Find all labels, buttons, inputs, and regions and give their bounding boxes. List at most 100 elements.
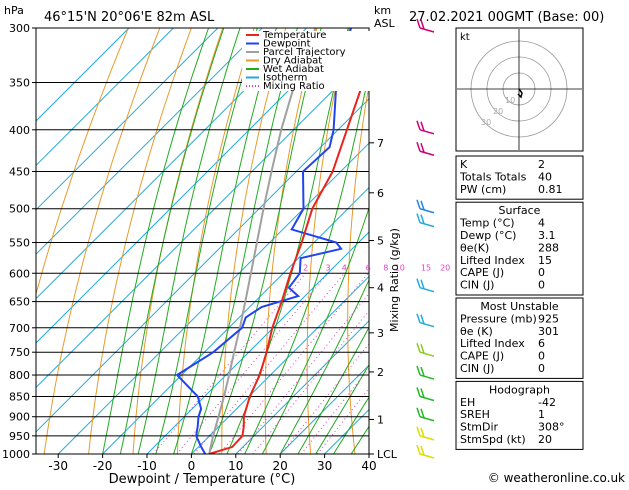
stats-label: Lifted Index — [460, 337, 525, 350]
legend-bg — [242, 56, 370, 66]
legend-bg — [242, 82, 370, 91]
dry-adiabat-line — [88, 28, 192, 454]
temperature-axis: -30 -20 -10 0 10 20 30 40 — [48, 454, 377, 473]
stats-label: θe (K) — [460, 325, 493, 338]
stats-label: CAPE (J) — [460, 266, 504, 279]
stats-label: CIN (J) — [460, 279, 494, 292]
wind-barb — [416, 18, 435, 33]
mixing-ratio-line — [176, 272, 329, 454]
wind-barb-flag — [416, 426, 421, 437]
wind-barb — [416, 278, 435, 293]
temperature-tick-label: -20 — [93, 459, 113, 473]
mixing-ratio-line — [237, 292, 369, 454]
wind-barb — [416, 387, 435, 402]
wind-barb-shaft — [419, 129, 435, 135]
stats-value: 40 — [538, 170, 552, 183]
height-tick-label: 5 — [377, 235, 384, 248]
wind-barb-shaft — [419, 395, 435, 402]
pressure-tick-label: 400 — [9, 124, 30, 137]
stats-value: 3.1 — [538, 229, 556, 242]
height-tick-label: LCL — [377, 448, 398, 461]
wind-barb-flag — [420, 121, 425, 132]
wind-barb — [416, 199, 435, 214]
hpa-unit-label: hPa — [4, 4, 24, 17]
mixing-ratio-label: 6 — [366, 263, 371, 272]
wind-barb — [416, 120, 435, 135]
legend-label: Mixing Ratio — [263, 81, 325, 92]
temperature-tick-label: -10 — [137, 459, 157, 473]
stats-label: CIN (J) — [460, 362, 494, 375]
stats-value: -42 — [538, 396, 556, 409]
temperature-tick-label: 0 — [188, 459, 196, 473]
sounding-datetime: 27.02.2021 00GMT (Base: 00) — [409, 10, 604, 25]
stats-value: 288 — [538, 241, 559, 254]
wind-barb-shaft — [419, 286, 435, 293]
wind-barb-flag — [416, 342, 421, 353]
asl-unit-label: ASL — [374, 17, 396, 30]
stats-box-title: Surface — [499, 204, 541, 217]
dry-adiabat-line — [425, 28, 444, 454]
wind-barb-shaft — [419, 321, 435, 328]
stats-label: SREH — [460, 408, 490, 421]
stats-label: Dewp (°C) — [460, 229, 516, 242]
wind-barb-flag — [420, 366, 425, 377]
wind-barb-flag — [420, 408, 425, 418]
mixing-ratio-line — [219, 272, 369, 454]
legend-label: Wet Adiabat — [263, 64, 324, 75]
pressure-tick-label: 550 — [9, 236, 30, 249]
wind-barb-flag — [420, 343, 425, 354]
stats-value: 925 — [538, 312, 559, 325]
stats-value: 1 — [538, 408, 545, 421]
stats-box-title: Hodograph — [489, 383, 550, 396]
pressure-tick-label: 1000 — [2, 448, 30, 461]
mixing-ratio-axis-title: Mixing Ratio (g/kg) — [388, 228, 401, 332]
dry-adiabat-line — [36, 28, 129, 296]
pressure-tick-label: 350 — [9, 77, 30, 90]
stats-value: 0 — [538, 362, 545, 375]
pressure-tick-label: 450 — [9, 165, 30, 178]
mixing-ratio-line — [280, 343, 369, 454]
pressure-axis: 300 350 400 450 500 550 600 650 700 750 800 850 900 9… — [2, 22, 36, 461]
stats-label: θe(K) — [460, 241, 489, 254]
wind-barb-flag — [416, 407, 421, 417]
mixing-ratio-label: 4 — [342, 263, 347, 272]
stats-label: PW (cm) — [460, 183, 506, 196]
isotherm-line — [36, 28, 174, 167]
wind-barb-flag — [416, 18, 421, 29]
dry-adiabat-line — [43, 28, 161, 454]
temperature-series — [208, 64, 369, 454]
pressure-tick-label: 800 — [9, 369, 30, 382]
temperature-tick-label: 10 — [228, 459, 243, 473]
wind-barb-flag — [416, 365, 421, 376]
mixing-ratio-label: 15 — [421, 263, 431, 272]
temperature-tick-label: 30 — [317, 459, 332, 473]
wind-barb-shaft — [419, 374, 435, 380]
wet-adiabat-line — [315, 363, 369, 454]
hodograph-trace — [517, 88, 523, 99]
wind-barb-flag — [416, 444, 421, 455]
legend-bg — [242, 39, 370, 49]
wind-barb-flag — [420, 388, 425, 398]
mixing-ratio-labels: 2346810152025 — [303, 263, 465, 272]
stats-label: Totals Totals — [459, 170, 527, 183]
dry-adiabat-line — [600, 28, 629, 454]
pressure-tick-label: 900 — [9, 411, 30, 424]
wind-barb-flag — [420, 200, 425, 210]
stats-label: Temp (°C) — [459, 217, 515, 230]
parcel-trajectory-series — [208, 28, 317, 454]
height-tick-label: 3 — [377, 327, 384, 340]
wind-barb — [416, 365, 435, 380]
wind-barb-flag — [416, 278, 421, 288]
stats-label: StmDir — [460, 421, 499, 434]
legend-bg — [242, 65, 370, 74]
dry-adiabat-line — [347, 82, 369, 454]
wind-barb-shaft — [419, 27, 435, 33]
temperature-tick-label: 40 — [361, 459, 376, 473]
stats-box-title: Most Unstable — [480, 300, 559, 313]
stats-box — [455, 201, 584, 296]
stats-value: 301 — [538, 325, 559, 338]
stats-label: K — [460, 158, 468, 171]
